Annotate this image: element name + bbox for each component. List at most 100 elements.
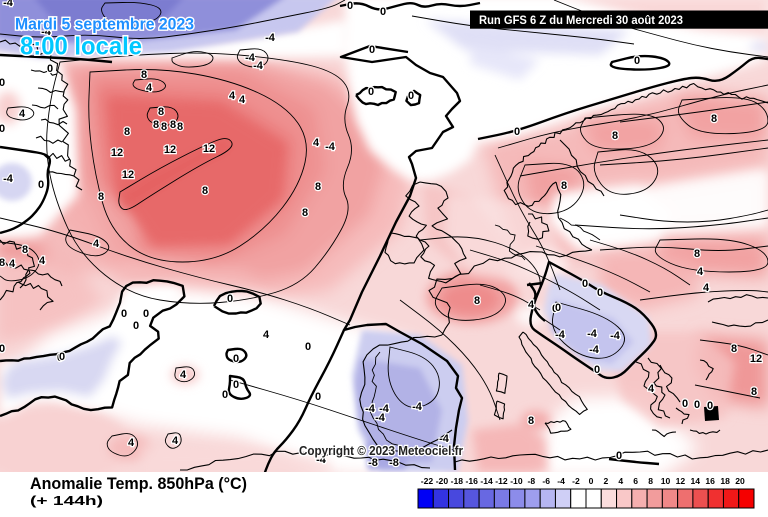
svg-text:12: 12: [164, 144, 176, 156]
svg-text:0: 0: [0, 123, 5, 135]
svg-text:-4: -4: [379, 403, 390, 415]
svg-text:12: 12: [122, 169, 134, 181]
svg-text:0: 0: [38, 179, 44, 191]
svg-text:-12: -12: [495, 476, 508, 486]
svg-text:8: 8: [694, 248, 700, 260]
svg-text:0: 0: [121, 308, 127, 320]
svg-text:-4: -4: [589, 344, 600, 356]
svg-text:8: 8: [612, 130, 618, 142]
svg-text:-10: -10: [510, 476, 523, 486]
svg-text:4: 4: [229, 90, 236, 102]
svg-text:0: 0: [514, 126, 520, 138]
svg-text:-16: -16: [465, 476, 478, 486]
svg-text:-4: -4: [439, 433, 450, 445]
svg-text:0: 0: [0, 77, 5, 89]
svg-text:8: 8: [98, 191, 104, 203]
svg-text:4: 4: [703, 282, 710, 294]
svg-text:8: 8: [528, 415, 534, 427]
svg-text:0: 0: [57, 352, 63, 364]
svg-text:8: 8: [731, 343, 737, 355]
svg-text:8: 8: [158, 106, 164, 118]
svg-text:2: 2: [604, 476, 609, 486]
svg-text:(+ 144h): (+ 144h): [30, 493, 103, 508]
svg-text:-4: -4: [375, 412, 386, 424]
svg-text:0: 0: [380, 6, 386, 18]
svg-text:0: 0: [133, 320, 139, 332]
svg-text:-8: -8: [368, 457, 378, 469]
svg-text:8: 8: [177, 121, 183, 133]
svg-text:0: 0: [408, 90, 414, 102]
svg-text:0: 0: [222, 389, 228, 401]
svg-text:12: 12: [676, 476, 686, 486]
svg-text:8: 8: [315, 181, 321, 193]
svg-text:0: 0: [582, 278, 588, 290]
svg-text:0: 0: [682, 398, 688, 410]
svg-text:4: 4: [313, 137, 320, 149]
svg-text:-4: -4: [610, 330, 621, 342]
svg-text:4: 4: [618, 476, 623, 486]
svg-text:-4: -4: [555, 329, 566, 341]
svg-text:-4: -4: [557, 476, 565, 486]
svg-text:-4: -4: [265, 32, 276, 44]
svg-text:8: 8: [561, 180, 567, 192]
svg-text:8: 8: [711, 113, 717, 125]
svg-text:12: 12: [203, 143, 215, 155]
svg-text:10: 10: [661, 476, 671, 486]
svg-text:0: 0: [59, 351, 65, 363]
svg-text:0: 0: [552, 303, 558, 315]
svg-text:0: 0: [233, 353, 239, 365]
svg-text:8: 8: [170, 119, 176, 131]
svg-text:0: 0: [347, 0, 353, 12]
svg-text:8: 8: [202, 185, 208, 197]
svg-text:-6: -6: [542, 476, 550, 486]
svg-text:0: 0: [707, 400, 713, 412]
svg-text:8: 8: [302, 207, 308, 219]
svg-text:8: 8: [751, 386, 757, 398]
svg-text:0: 0: [233, 379, 239, 391]
svg-text:0: 0: [555, 302, 561, 314]
svg-text:-4: -4: [325, 141, 336, 153]
svg-text:0: 0: [368, 86, 374, 98]
svg-text:4: 4: [128, 437, 135, 449]
svg-text:-4: -4: [412, 401, 423, 413]
svg-text:4: 4: [263, 329, 270, 341]
svg-text:16: 16: [705, 476, 715, 486]
svg-text:Anomalie Temp. 850hPa (°C): Anomalie Temp. 850hPa (°C): [30, 475, 247, 493]
svg-text:-4: -4: [3, 173, 14, 185]
svg-text:0: 0: [315, 391, 321, 403]
svg-text:4: 4: [39, 255, 46, 267]
svg-text:-4: -4: [245, 52, 256, 64]
svg-text:-18: -18: [451, 476, 464, 486]
svg-text:-4: -4: [3, 0, 14, 9]
svg-text:0: 0: [634, 55, 640, 67]
svg-text:8: 8: [124, 126, 130, 138]
svg-text:4: 4: [239, 94, 246, 106]
svg-text:4: 4: [180, 369, 187, 381]
svg-text:Copyright © 2023 Meteociel.fr: Copyright © 2023 Meteociel.fr: [299, 444, 463, 458]
svg-text:0: 0: [0, 343, 5, 355]
svg-text:0: 0: [589, 476, 594, 486]
svg-text:-2: -2: [572, 476, 580, 486]
svg-text:Run GFS 6 Z du Mercredi 30 aoû: Run GFS 6 Z du Mercredi 30 août 2023: [479, 13, 683, 27]
svg-text:-4: -4: [253, 60, 264, 72]
svg-text:8:00 locale: 8:00 locale: [20, 33, 142, 61]
svg-text:0: 0: [47, 63, 53, 75]
svg-text:-8: -8: [389, 457, 399, 469]
svg-text:6: 6: [633, 476, 638, 486]
svg-text:0: 0: [616, 450, 622, 462]
svg-text:0: 0: [597, 287, 603, 299]
svg-text:8: 8: [161, 121, 167, 133]
svg-text:4: 4: [9, 258, 16, 270]
svg-text:4: 4: [697, 266, 704, 278]
svg-text:0: 0: [694, 399, 700, 411]
svg-text:-20: -20: [436, 476, 449, 486]
svg-text:4: 4: [172, 435, 179, 447]
svg-text:-4: -4: [316, 454, 327, 466]
svg-text:8: 8: [141, 69, 147, 81]
svg-text:0: 0: [594, 364, 600, 376]
svg-text:0: 0: [305, 341, 311, 353]
svg-text:4: 4: [648, 383, 655, 395]
svg-text:0: 0: [143, 308, 149, 320]
svg-text:18: 18: [720, 476, 730, 486]
svg-text:-8: -8: [527, 476, 535, 486]
